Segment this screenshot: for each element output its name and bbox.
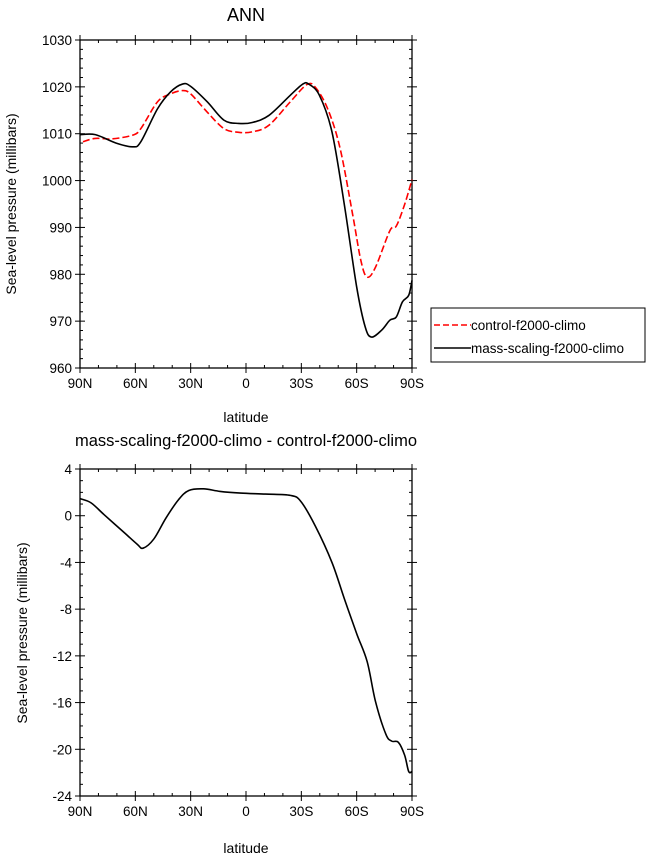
y-tick-label: -24 (52, 789, 72, 804)
x-tick-label: 30N (178, 804, 203, 819)
x-tick-label: 60S (345, 804, 369, 819)
series-line-control-f2000-climo (82, 82, 413, 279)
y-tick-label: -20 (52, 742, 72, 757)
top-panel-ann: ANN latitude Sea-level pressure (milliba… (3, 5, 424, 425)
x-tick-label: 90N (68, 804, 93, 819)
legend-box (430, 307, 646, 363)
top-x-axis-label: latitude (223, 409, 268, 425)
series-line-difference (79, 487, 413, 774)
x-tick-label: 30S (289, 804, 313, 819)
x-tick-label: 30S (289, 376, 313, 391)
y-tick-label: 1020 (42, 80, 72, 95)
x-tick-label: 60N (123, 804, 148, 819)
y-tick-label: 1000 (42, 174, 72, 189)
x-tick-label: 90S (400, 804, 424, 819)
x-tick-label: 60N (123, 376, 148, 391)
y-tick-label: 990 (49, 220, 72, 235)
bottom-chart-title: mass-scaling-f2000-climo - control-f2000… (75, 432, 417, 450)
y-tick-label: 980 (49, 267, 72, 282)
y-tick-label: 970 (49, 314, 72, 329)
x-tick-label: 90N (68, 376, 93, 391)
x-tick-label: 90S (400, 376, 424, 391)
y-tick-label: 960 (49, 361, 72, 376)
y-tick-label: -4 (60, 555, 72, 570)
series-line-mass-scaling-f2000-climo (79, 81, 413, 338)
legend-label-control: control-f2000-climo (471, 318, 586, 333)
y-tick-label: 4 (64, 462, 72, 477)
y-tick-label: -8 (60, 602, 72, 617)
legend-label-mass-scaling: mass-scaling-f2000-climo (471, 341, 624, 356)
plot-frame (79, 39, 413, 369)
bottom-panel-difference: mass-scaling-f2000-climo - control-f2000… (14, 432, 424, 856)
x-tick-label: 60S (345, 376, 369, 391)
plot-frame (79, 468, 413, 797)
x-tick-label: 30N (178, 376, 203, 391)
x-tick-label: 0 (242, 804, 250, 819)
x-tick-label: 0 (242, 376, 250, 391)
y-tick-label: 1030 (42, 33, 72, 48)
top-y-axis-label: Sea-level pressure (millibars) (3, 113, 19, 294)
y-tick-label: 0 (64, 509, 72, 524)
y-tick-label: 1010 (42, 127, 72, 142)
bottom-y-axis-label: Sea-level pressure (millibars) (14, 542, 30, 723)
legend: control-f2000-climo mass-scaling-f2000-c… (430, 307, 646, 363)
top-chart-title: ANN (227, 5, 265, 25)
y-tick-label: -16 (52, 696, 72, 711)
y-tick-label: -12 (52, 649, 72, 664)
bottom-x-axis-label: latitude (223, 840, 268, 856)
